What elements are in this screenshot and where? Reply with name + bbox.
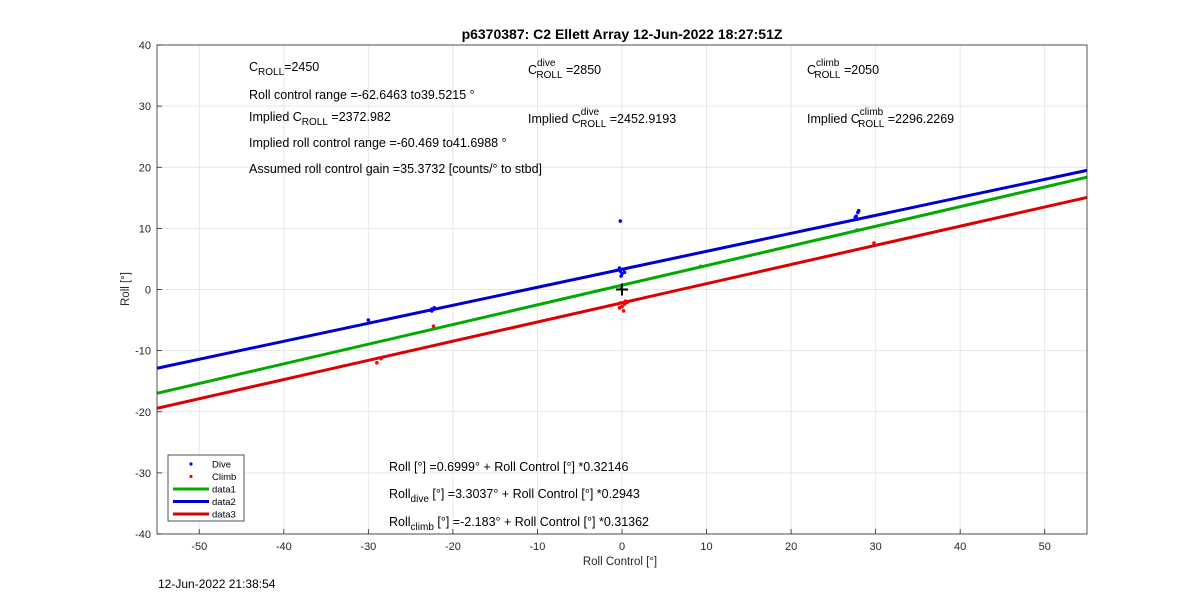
legend-label-data2: data2: [212, 497, 236, 508]
point-dive: [366, 318, 371, 322]
fit-equation-dive: Rolldive [°] =3.3037° + Roll Control [°]…: [389, 487, 640, 505]
x-ticks: -50 -40 -30 -20 -10 0 10 20 30 40 50: [191, 529, 1051, 553]
point-dive: [619, 274, 623, 278]
legend-label-data3: data3: [212, 510, 236, 521]
point-climb: [379, 356, 383, 361]
point-dive: [618, 219, 623, 223]
y-tick-label: -40: [135, 529, 151, 541]
legend-label-data1: data1: [212, 485, 236, 496]
point-dive: [853, 215, 858, 220]
y-tick-label: 10: [139, 223, 151, 235]
point-dive: [617, 266, 622, 270]
fit-equation-climb: Rollclimb [°] =-2.183° + Roll Control [°…: [389, 515, 649, 533]
annotation-c-roll-climb: Cclimb ROLL =2050: [807, 58, 879, 81]
annotation-c-roll: CROLL=2450: [249, 60, 319, 78]
y-tick-label: 30: [139, 101, 151, 113]
x-tick-label: -10: [530, 541, 546, 553]
annotation-implied-c-roll: Implied CROLL =2372.982: [249, 110, 391, 128]
point-climb: [621, 309, 626, 313]
y-ticks: 40 30 20 10 0 -10 -20 -30 -40: [135, 40, 162, 541]
y-tick-label: -20: [135, 407, 151, 419]
x-tick-label: -20: [445, 541, 461, 553]
point-climb: [622, 302, 627, 306]
x-axis-label: Roll Control [°]: [583, 556, 657, 568]
legend-label-dive: Dive: [212, 460, 231, 471]
point-dive: [432, 306, 437, 310]
point-climb: [617, 306, 622, 310]
y-tick-label: -30: [135, 468, 151, 480]
fit-equation-all: Roll [°] =0.6999° + Roll Control [°] *0.…: [389, 460, 628, 474]
x-tick-label: 30: [870, 541, 882, 553]
y-tick-label: -10: [135, 346, 151, 358]
chart-title: p6370387: C2 Ellett Array 12-Jun-2022 18…: [462, 26, 783, 42]
point-dive: [622, 270, 627, 275]
x-tick-label: -40: [276, 541, 292, 553]
annotation-gain: Assumed roll control gain =35.3732 [coun…: [249, 162, 542, 176]
legend-marker-climb: [189, 474, 193, 479]
point-dive: [621, 267, 626, 272]
point-climb: [625, 300, 629, 305]
annotation-c-roll-dive: Cdive ROLL =2850: [528, 58, 601, 81]
legend-label-climb: Climb: [212, 472, 236, 483]
legend-marker-dive: [189, 462, 193, 466]
point-green-points: [855, 228, 859, 233]
x-tick-label: 40: [954, 541, 966, 553]
y-tick-label: 40: [139, 40, 151, 52]
x-tick-label: 0: [619, 541, 625, 553]
annotation-roll-control-range: Roll control range =-62.6463 to39.5215 °: [249, 88, 475, 102]
point-dive: [856, 208, 861, 213]
point-green-points: [698, 264, 703, 269]
point-climb: [872, 241, 876, 245]
x-tick-label: 50: [1039, 541, 1051, 553]
point-climb: [431, 324, 436, 328]
y-tick-label: 0: [145, 285, 151, 297]
y-axis-label: Roll [°]: [120, 272, 132, 306]
x-tick-label: -30: [360, 541, 376, 553]
annotation-implied-c-roll-dive: Implied Cdive ROLL =2452.9193: [528, 107, 676, 130]
point-climb: [375, 361, 379, 365]
origin-marker: [616, 283, 628, 296]
y-tick-label: 20: [139, 162, 151, 174]
annotation-implied-c-roll-climb: Implied Cclimb ROLL =2296.2269: [807, 107, 954, 130]
annotation-implied-range: Implied roll control range =-60.469 to41…: [249, 136, 507, 150]
x-tick-label: -50: [191, 541, 207, 553]
point-climb: [618, 301, 623, 305]
x-tick-label: 10: [700, 541, 712, 553]
footer-timestamp: 12-Jun-2022 21:38:54: [158, 577, 276, 591]
x-tick-label: 20: [785, 541, 797, 553]
